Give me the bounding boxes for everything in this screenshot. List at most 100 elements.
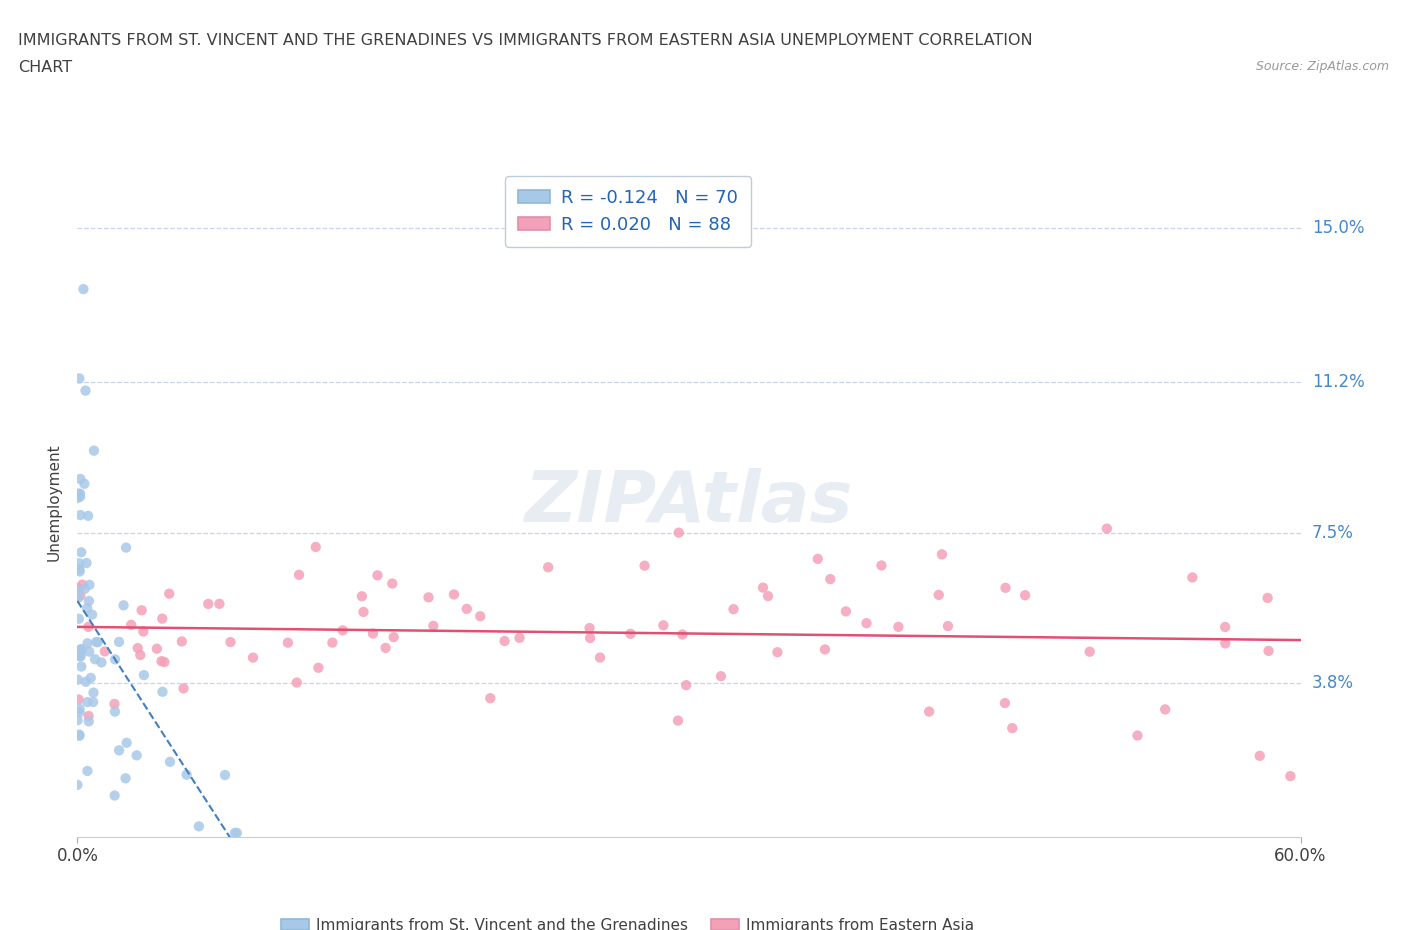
Text: 7.5%: 7.5% [1312,524,1354,541]
Point [67,727,90,742]
Point [361,626,384,641]
Point [67,371,90,386]
Point [94,644,117,658]
Point [82,685,104,700]
Point [723,602,745,617]
Point [76,601,98,616]
Point [67,562,90,577]
Y-axis label: Unemployment: Unemployment [46,444,62,561]
Point [115,540,138,555]
Point [66,490,89,505]
Point [381,576,404,591]
Point [66,712,89,727]
Text: 11.2%: 11.2% [1312,374,1364,392]
Point [1095,521,1118,536]
Point [66,777,89,792]
Point [84,652,107,667]
Point [70,642,93,657]
Point [225,826,247,841]
Point [170,634,193,649]
Point [807,551,830,566]
Point [208,596,231,611]
Point [1213,619,1236,634]
Point [1078,644,1101,659]
Point [70,642,93,657]
Point [579,631,602,645]
Point [67,591,90,605]
Text: ZIPAtlas: ZIPAtlas [524,468,853,537]
Point [353,604,375,619]
Point [67,692,90,707]
Point [814,642,837,657]
Point [69,486,91,501]
Point [69,489,91,504]
Point [79,578,101,592]
Point [69,701,91,716]
Point [76,636,98,651]
Point [931,547,953,562]
Point [103,697,125,711]
Point [70,545,93,560]
Point [666,713,689,728]
Point [456,602,478,617]
Point [75,383,97,398]
Text: CHART: CHART [18,60,72,75]
Point [187,819,209,834]
Point [77,709,100,724]
Point [77,714,100,729]
Point [66,672,89,687]
Point [69,508,91,523]
Point [242,650,264,665]
Point [157,586,180,601]
Point [67,611,90,626]
Point [994,580,1017,595]
Point [69,705,91,720]
Point [67,583,90,598]
Point [277,635,299,650]
Point [67,728,90,743]
Point [1215,636,1237,651]
Point [870,558,893,573]
Point [619,627,641,642]
Point [710,669,733,684]
Point [1014,588,1036,603]
Point [285,675,308,690]
Point [675,678,697,693]
Point [67,647,90,662]
Point [887,619,910,634]
Point [173,681,195,696]
Point [108,634,131,649]
Point [120,618,142,632]
Point [382,630,405,644]
Point [350,589,373,604]
Point [146,642,169,657]
Point [224,826,246,841]
Point [70,578,93,592]
Point [77,593,100,608]
Point [835,604,858,618]
Point [84,634,107,649]
Point [321,635,343,650]
Point [578,620,600,635]
Point [479,691,502,706]
Point [652,618,675,632]
Point [80,671,103,685]
Point [125,748,148,763]
Point [69,588,91,603]
Point [1279,769,1302,784]
Point [82,607,104,622]
Point [131,603,153,618]
Point [470,609,492,624]
Point [77,509,100,524]
Text: IMMIGRANTS FROM ST. VINCENT AND THE GRENADINES VS IMMIGRANTS FROM EASTERN ASIA U: IMMIGRANTS FROM ST. VINCENT AND THE GREN… [18,33,1033,47]
Point [67,486,90,501]
Point [112,598,135,613]
Point [69,472,91,486]
Point [1001,721,1024,736]
Text: 15.0%: 15.0% [1312,219,1364,237]
Point [756,589,779,604]
Point [936,618,959,633]
Point [132,668,155,683]
Point [70,659,93,674]
Point [422,618,444,633]
